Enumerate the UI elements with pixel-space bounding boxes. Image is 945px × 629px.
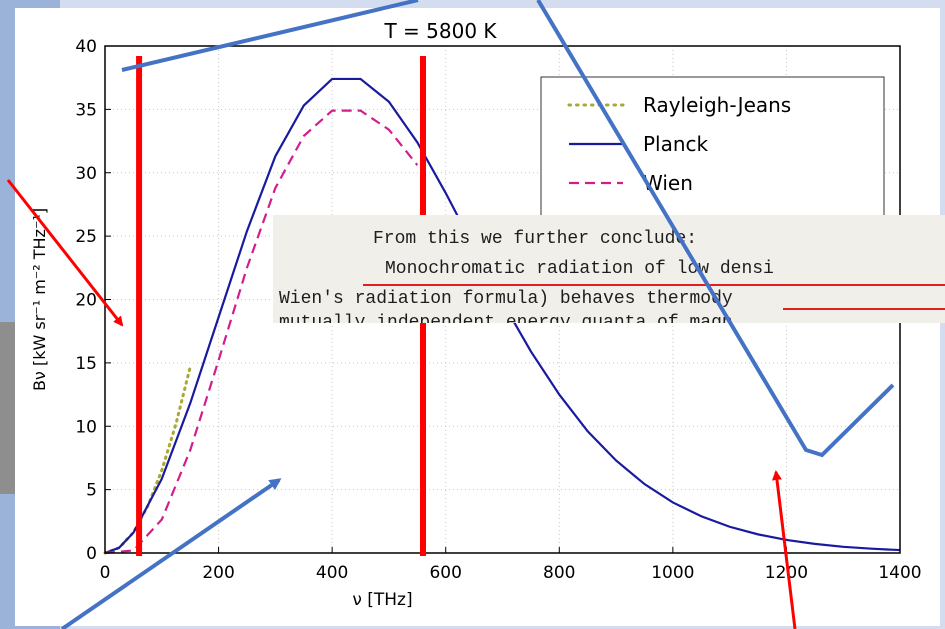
y-tick-label: 40	[75, 37, 97, 57]
y-tick-label: 15	[75, 354, 97, 374]
y-tick-label: 5	[86, 481, 97, 501]
y-tick-label: 30	[75, 164, 97, 184]
legend-label: Wien	[643, 171, 693, 195]
y-tick-label: 35	[75, 100, 97, 120]
y-axis-label: Bν [kW sr⁻¹ m⁻² THz⁻¹]	[30, 208, 49, 391]
x-tick-label: 800	[543, 563, 575, 583]
x-tick-label: 0	[100, 563, 111, 583]
y-tick-label: 0	[86, 544, 97, 564]
y-tick-label: 20	[75, 291, 97, 311]
x-tick-label: 600	[429, 563, 461, 583]
series-line-wien	[104, 109, 419, 555]
x-tick-label: 1000	[651, 563, 694, 583]
legend-label: Planck	[643, 132, 709, 156]
x-tick-label: 1200	[765, 563, 808, 583]
x-axis-label: ν [THz]	[352, 590, 412, 610]
series-line-rayleigh-jeans	[103, 365, 192, 555]
x-tick-label: 1400	[878, 563, 921, 583]
legend-label: Rayleigh-Jeans	[643, 93, 791, 117]
chart-title: T = 5800 K	[383, 19, 497, 43]
quote-excerpt: From this we further conclude: Monochrom…	[273, 215, 945, 323]
y-tick-label: 25	[75, 227, 97, 247]
x-tick-label: 400	[316, 563, 348, 583]
y-tick-label: 10	[75, 417, 97, 437]
x-tick-label: 200	[202, 563, 234, 583]
